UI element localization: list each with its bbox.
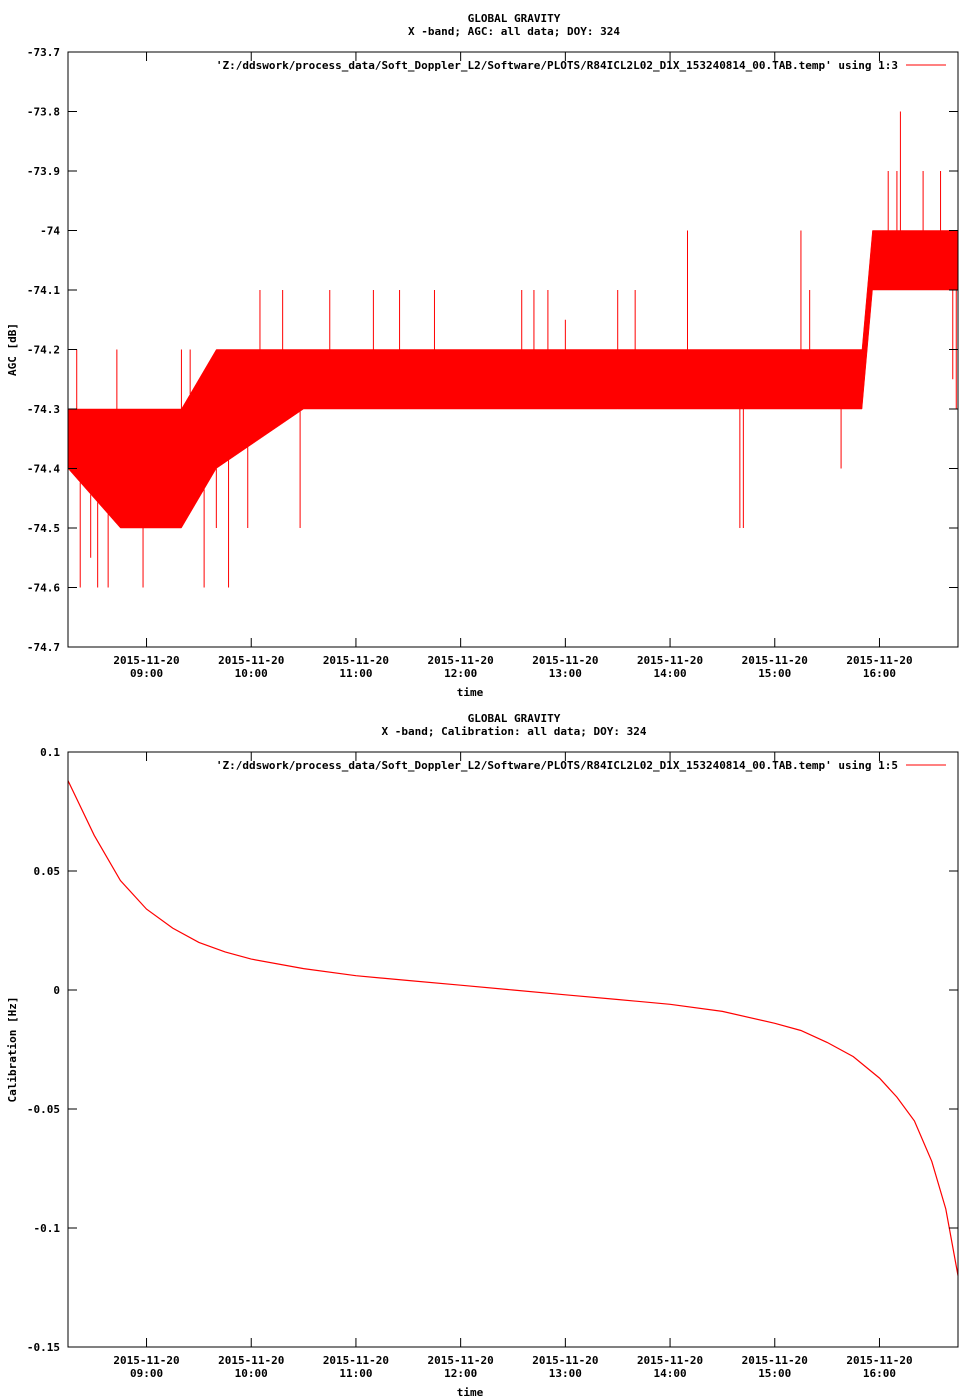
x-tick-date-label: 2015-11-20	[742, 1354, 808, 1367]
x-tick-date-label: 2015-11-20	[428, 1354, 494, 1367]
chart-subtitle: X -band; Calibration: all data; DOY: 324	[382, 725, 647, 738]
x-tick-time-label: 09:00	[130, 667, 163, 680]
x-tick-time-label: 12:00	[444, 1367, 477, 1380]
x-tick-time-label: 16:00	[863, 1367, 896, 1380]
x-tick-date-label: 2015-11-20	[846, 1354, 912, 1367]
y-tick-label: -74.3	[27, 403, 60, 416]
y-tick-label: -0.05	[27, 1103, 60, 1116]
y-tick-label: -74.5	[27, 522, 60, 535]
y-tick-label: -0.1	[34, 1222, 61, 1235]
x-tick-date-label: 2015-11-20	[532, 654, 598, 667]
y-tick-label: -73.8	[27, 106, 60, 119]
x-tick-time-label: 15:00	[758, 667, 791, 680]
x-tick-time-label: 12:00	[444, 667, 477, 680]
x-tick-date-label: 2015-11-20	[113, 654, 179, 667]
plot-frame	[67, 751, 959, 1348]
y-tick-label: -74	[40, 225, 60, 238]
x-tick-date-label: 2015-11-20	[113, 1354, 179, 1367]
x-tick-date-label: 2015-11-20	[532, 1354, 598, 1367]
y-tick-label: -74.6	[27, 582, 60, 595]
y-tick-label: -0.15	[27, 1341, 60, 1354]
x-tick-date-label: 2015-11-20	[846, 654, 912, 667]
x-tick-time-label: 09:00	[130, 1367, 163, 1380]
y-axis-label: AGC [dB]	[6, 323, 19, 376]
y-tick-label: 0.1	[40, 746, 60, 759]
x-tick-date-label: 2015-11-20	[218, 1354, 284, 1367]
chart-title: GLOBAL GRAVITY	[468, 12, 561, 25]
x-tick-time-label: 16:00	[863, 667, 896, 680]
chart-subtitle: X -band; AGC: all data; DOY: 324	[408, 25, 620, 38]
agc-series	[67, 111, 959, 588]
x-tick-date-label: 2015-11-20	[323, 1354, 389, 1367]
legend-label: 'Z:/ddswork/process_data/Soft_Doppler_L2…	[216, 759, 898, 772]
x-axis-label: time	[457, 1386, 484, 1399]
x-tick-time-label: 11:00	[339, 667, 372, 680]
x-tick-date-label: 2015-11-20	[218, 654, 284, 667]
agc-band	[67, 230, 959, 529]
x-tick-date-label: 2015-11-20	[637, 1354, 703, 1367]
y-tick-label: -74.1	[27, 284, 60, 297]
x-tick-date-label: 2015-11-20	[637, 654, 703, 667]
y-tick-label: -73.7	[27, 46, 60, 59]
calibration-series-line	[67, 780, 959, 1276]
x-tick-time-label: 11:00	[339, 1367, 372, 1380]
y-tick-label: -74.4	[27, 463, 60, 476]
x-tick-time-label: 10:00	[235, 1367, 268, 1380]
x-tick-time-label: 14:00	[653, 1367, 686, 1380]
x-tick-time-label: 13:00	[549, 667, 582, 680]
x-tick-time-label: 13:00	[549, 1367, 582, 1380]
legend-label: 'Z:/ddswork/process_data/Soft_Doppler_L2…	[216, 59, 898, 72]
x-tick-date-label: 2015-11-20	[323, 654, 389, 667]
y-axis-label: Calibration [Hz]	[6, 997, 19, 1103]
x-tick-date-label: 2015-11-20	[428, 654, 494, 667]
y-tick-label: -74.7	[27, 641, 60, 654]
x-tick-date-label: 2015-11-20	[742, 654, 808, 667]
x-tick-time-label: 15:00	[758, 1367, 791, 1380]
x-tick-time-label: 14:00	[653, 667, 686, 680]
chart-title: GLOBAL GRAVITY	[468, 712, 561, 725]
y-tick-label: -74.2	[27, 344, 60, 357]
y-tick-label: 0.05	[34, 865, 61, 878]
y-tick-label: -73.9	[27, 165, 60, 178]
y-tick-label: 0	[53, 984, 60, 997]
x-tick-time-label: 10:00	[235, 667, 268, 680]
x-axis-label: time	[457, 686, 484, 699]
